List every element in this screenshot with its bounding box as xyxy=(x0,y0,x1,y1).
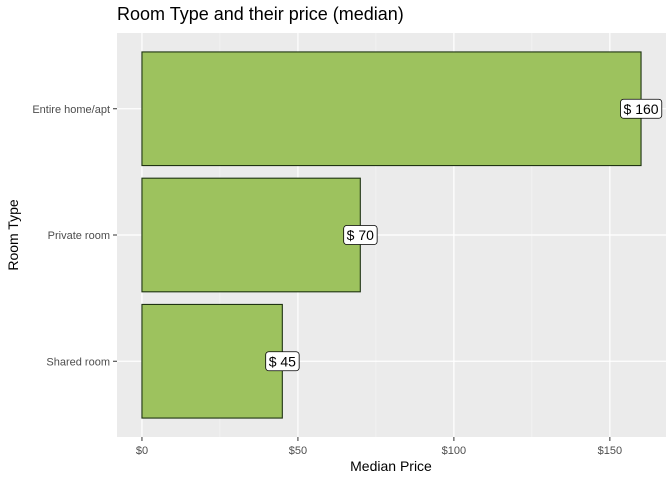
data-labels: $ 160 $ 70 $ 45 xyxy=(265,98,663,372)
bar xyxy=(141,51,642,167)
data-label: $ 70 xyxy=(343,225,378,245)
y-tick-label: Private room xyxy=(48,230,110,242)
data-label: $ 45 xyxy=(265,351,300,372)
data-label-box xyxy=(620,98,663,119)
x-tick-label: $150 xyxy=(598,445,622,457)
y-axis-title: Room Type xyxy=(5,199,21,271)
x-tick-label: $0 xyxy=(136,445,148,457)
y-axis: Entire home/apt Private room Shared room xyxy=(32,104,117,368)
x-tick-label: $50 xyxy=(289,445,307,457)
bar xyxy=(141,303,283,419)
x-axis-title: Median Price xyxy=(350,458,432,474)
x-axis: $0 $50 $100 $150 xyxy=(136,437,622,457)
data-label-text: $ 70 xyxy=(347,227,374,243)
data-label: $ 160 xyxy=(620,98,663,119)
y-tick-label: Entire home/apt xyxy=(32,104,110,116)
bar xyxy=(141,177,361,293)
data-label-box xyxy=(343,225,378,245)
y-tick-label: Shared room xyxy=(46,356,110,368)
data-label-text: $ 45 xyxy=(269,353,296,369)
data-label-text: $ 160 xyxy=(624,101,659,117)
chart-title: Room Type and their price (median) xyxy=(117,4,404,24)
data-label-box xyxy=(265,351,300,372)
bars xyxy=(141,51,642,419)
x-tick-label: $100 xyxy=(442,445,466,457)
